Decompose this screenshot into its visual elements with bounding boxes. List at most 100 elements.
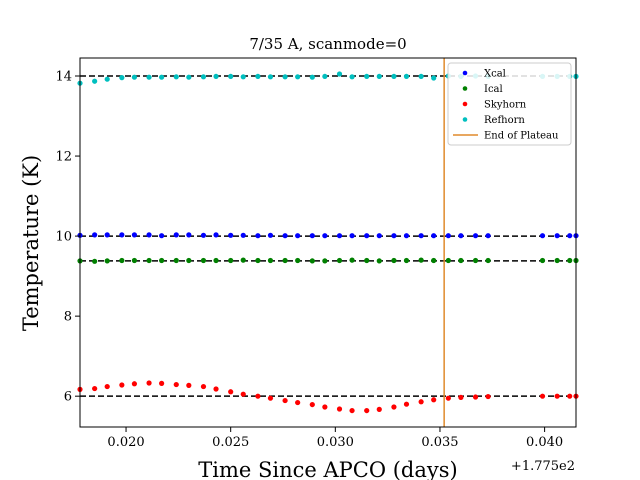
data-point bbox=[240, 74, 246, 80]
data-point bbox=[119, 382, 125, 388]
series-xcal bbox=[77, 232, 579, 239]
x-tick-label: 0.020 bbox=[107, 435, 144, 450]
legend-label: Refhorn bbox=[484, 115, 525, 126]
data-point bbox=[173, 381, 179, 388]
data-point bbox=[295, 233, 301, 239]
data-point bbox=[391, 404, 397, 410]
data-point bbox=[431, 75, 437, 81]
legend-entry: Skyhorn bbox=[462, 100, 527, 111]
data-point bbox=[186, 232, 192, 238]
data-point bbox=[228, 232, 234, 238]
legend-entry: End of Plateau bbox=[453, 131, 559, 142]
data-point bbox=[255, 393, 261, 399]
data-point bbox=[391, 257, 397, 264]
data-point bbox=[567, 233, 573, 239]
data-point bbox=[485, 257, 491, 264]
data-point bbox=[131, 381, 138, 387]
data-point bbox=[146, 74, 152, 80]
data-point bbox=[267, 232, 274, 238]
data-point bbox=[458, 257, 464, 264]
data-point bbox=[349, 233, 355, 239]
data-point bbox=[391, 73, 397, 80]
data-point bbox=[458, 233, 464, 239]
data-point bbox=[200, 383, 207, 390]
legend-label: Skyhorn bbox=[484, 100, 527, 111]
data-point bbox=[200, 74, 207, 80]
legend: Xcal Ical Skyhorn Refhorn End of Plateau bbox=[447, 62, 572, 146]
data-point bbox=[240, 257, 246, 263]
data-point bbox=[376, 73, 382, 80]
data-point bbox=[418, 399, 424, 405]
data-point bbox=[228, 257, 234, 264]
legend-entry: Xcal bbox=[462, 69, 506, 80]
plot-frame bbox=[79, 57, 577, 428]
data-point bbox=[336, 233, 343, 239]
y-tick-label: 8 bbox=[64, 310, 72, 325]
data-point bbox=[200, 257, 207, 264]
data-point bbox=[322, 233, 328, 239]
data-point bbox=[104, 258, 110, 264]
data-point bbox=[282, 257, 288, 264]
data-point bbox=[131, 74, 138, 80]
data-point bbox=[213, 73, 219, 80]
data-point bbox=[104, 232, 110, 238]
legend-label: Ical bbox=[484, 84, 503, 95]
data-point bbox=[173, 74, 179, 80]
data-point bbox=[267, 74, 274, 80]
data-point bbox=[309, 233, 315, 239]
data-point bbox=[119, 257, 125, 264]
legend-entry: Ical bbox=[462, 84, 503, 95]
data-point bbox=[403, 257, 410, 264]
legend-label: End of Plateau bbox=[484, 131, 559, 142]
x-axis-label: Time Since APCO (days) bbox=[198, 458, 457, 480]
data-point bbox=[418, 257, 424, 263]
legend-label: Xcal bbox=[484, 69, 506, 80]
x-axis: 0.020 0.025 0.030 0.035 0.040 bbox=[107, 427, 563, 450]
data-point bbox=[267, 257, 274, 264]
data-point bbox=[228, 73, 234, 80]
data-point bbox=[295, 257, 301, 264]
data-point bbox=[349, 407, 355, 414]
data-point bbox=[240, 232, 246, 238]
data-point bbox=[295, 74, 301, 80]
x-tick-label: 0.040 bbox=[526, 435, 563, 450]
data-point bbox=[418, 233, 424, 239]
data-point bbox=[391, 233, 397, 239]
data-point bbox=[376, 258, 382, 264]
data-point bbox=[213, 232, 219, 238]
data-point bbox=[92, 258, 98, 264]
data-point bbox=[403, 401, 410, 407]
data-point bbox=[309, 401, 315, 408]
legend-entry: Refhorn bbox=[462, 115, 525, 126]
data-point bbox=[322, 73, 328, 80]
data-point bbox=[282, 397, 288, 404]
data-point bbox=[200, 232, 207, 238]
data-point bbox=[173, 232, 179, 238]
data-point bbox=[92, 232, 98, 238]
data-point bbox=[431, 397, 437, 403]
data-point bbox=[186, 257, 192, 264]
chart-title: 7/35 A, scanmode=0 bbox=[249, 35, 406, 53]
y-tick-label: 12 bbox=[55, 150, 72, 165]
data-point bbox=[336, 257, 343, 264]
data-point bbox=[146, 257, 152, 264]
legend-marker bbox=[462, 86, 468, 91]
data-point bbox=[445, 233, 451, 239]
y-tick-label: 10 bbox=[55, 230, 72, 245]
data-point bbox=[554, 257, 560, 264]
data-point bbox=[131, 257, 138, 264]
data-point bbox=[336, 406, 343, 412]
data-point bbox=[119, 75, 125, 81]
data-point bbox=[376, 233, 382, 239]
y-tick-label: 14 bbox=[55, 70, 72, 85]
data-point bbox=[403, 233, 410, 239]
data-point bbox=[364, 407, 370, 414]
y-axis-label: Temperature (K) bbox=[19, 155, 43, 331]
data-point bbox=[539, 233, 546, 239]
series-ical bbox=[77, 257, 579, 264]
data-point bbox=[159, 380, 165, 386]
data-point bbox=[472, 257, 479, 264]
data-point bbox=[539, 393, 546, 399]
data-point bbox=[418, 73, 424, 80]
